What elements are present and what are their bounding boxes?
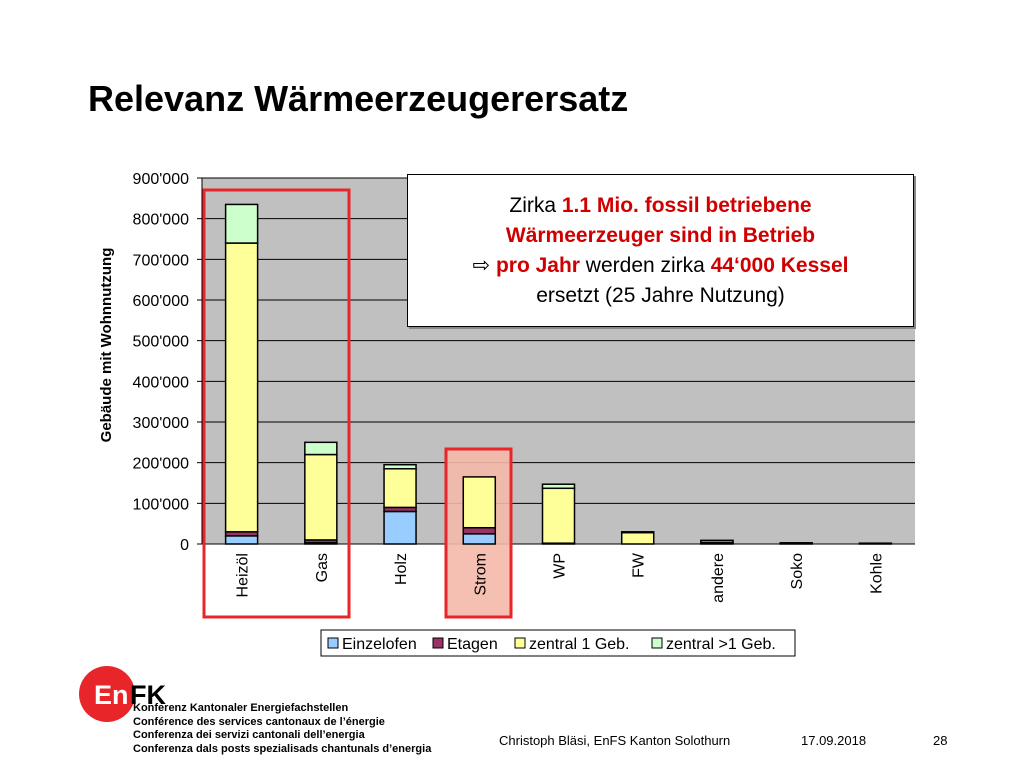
y-tick-label: 100'000 xyxy=(133,496,190,513)
bar-segment xyxy=(462,476,497,529)
callout-highlight: 1.1 Mio. fossil betriebene xyxy=(561,194,812,217)
enfk-logo: En FK xyxy=(79,666,166,722)
y-tick-label: 400'000 xyxy=(133,374,190,391)
bar-segment xyxy=(620,531,655,545)
legend-label: zentral >1 Geb. xyxy=(666,636,776,653)
x-tick-label: Soko xyxy=(789,553,806,590)
bar-segment xyxy=(224,242,259,533)
footer-date: 17.09.2018 xyxy=(801,733,867,748)
bar-segment xyxy=(383,468,417,509)
callout-line-1: Zirka 1.1 Mio. fossil betriebene xyxy=(408,191,913,221)
highlight-frame-strom xyxy=(444,447,513,619)
callout-text: werden zirka xyxy=(579,254,711,277)
y-tick-label: 900'000 xyxy=(133,171,190,188)
x-tick-label: WP xyxy=(552,553,569,579)
callout-line-4: ersetzt (25 Jahre Nutzung) xyxy=(536,284,785,307)
y-tick-label: 800'000 xyxy=(133,212,190,229)
legend-swatch xyxy=(327,637,339,649)
slide-title: Relevanz Wärmeerzeugerersatz xyxy=(88,78,629,119)
x-tick-label: Holz xyxy=(393,553,410,585)
bar-segment xyxy=(224,203,259,244)
y-tick-label: 700'000 xyxy=(133,252,190,269)
callout-highlight: 44‘000 Kessel xyxy=(710,254,849,277)
legend-swatch xyxy=(651,637,663,649)
x-tick-label: Heizöl xyxy=(235,553,252,597)
bar-segment xyxy=(304,441,338,456)
bar-segment xyxy=(462,533,497,545)
y-tick-label: 500'000 xyxy=(133,334,190,351)
x-tick-label: FW xyxy=(631,552,648,578)
x-tick-label: Gas xyxy=(314,553,331,582)
y-tick-label: 0 xyxy=(180,537,189,554)
legend-swatch xyxy=(432,637,444,649)
footer-author: Christoph Bläsi, EnFS Kanton Solothurn xyxy=(499,733,731,748)
x-tick-label: andere xyxy=(710,553,727,603)
bar-segment xyxy=(541,483,576,490)
x-tick-label: Kohle xyxy=(868,553,885,594)
bar-segment xyxy=(383,510,417,545)
callout-line-2: Wärmeerzeuger sind in Betrieb xyxy=(505,224,816,247)
org-name-de: Konferenz Kantonaler Energiefachstellen xyxy=(133,702,349,714)
org-name-fr: Conférence des services cantonaux de l’é… xyxy=(133,715,385,728)
legend-label: Einzelofen xyxy=(342,636,417,653)
bar-segment xyxy=(779,542,813,545)
bar-segment xyxy=(541,487,576,544)
legend-label: Etagen xyxy=(447,636,498,653)
callout-text: Zirka xyxy=(509,194,562,217)
y-tick-label: 300'000 xyxy=(133,415,190,432)
logo-circle xyxy=(79,666,135,722)
bar-segment xyxy=(620,531,655,534)
footer-page-number: 28 xyxy=(933,733,948,748)
highlight-frame-fossil xyxy=(202,188,351,619)
legend-swatch xyxy=(514,637,526,649)
bar-segment xyxy=(858,542,893,545)
bar-segment xyxy=(383,463,417,470)
organisation-names: Konferenz Kantonaler Energiefachstellen … xyxy=(133,702,431,756)
logo-fk: FK xyxy=(130,680,166,710)
callout-highlight: pro Jahr xyxy=(495,254,580,277)
arrow-icon: ⇨ xyxy=(472,254,496,277)
bar-segment xyxy=(304,453,338,541)
y-tick-label: 200'000 xyxy=(133,456,190,473)
org-name-rm: Conferenza dals posts spezialisads chant… xyxy=(133,742,432,755)
bar-segment xyxy=(462,526,497,535)
legend-label: zentral 1 Geb. xyxy=(529,636,630,653)
callout-line-3: ⇨ pro Jahr werden zirka 44‘000 Kessel xyxy=(408,251,913,281)
x-tick-label: Strom xyxy=(472,553,489,596)
y-axis-label: Gebäude mit Wohnnutzung xyxy=(98,248,115,443)
org-name-it: Conferenza dei servizi cantonali dell’en… xyxy=(133,729,365,741)
y-tick-label: 600'000 xyxy=(133,293,190,310)
bar-segment xyxy=(224,535,259,545)
legend-box xyxy=(320,629,796,657)
logo-en: En xyxy=(94,680,129,710)
callout-box: Zirka 1.1 Mio. fossil betriebene Wärmeer… xyxy=(407,174,914,327)
